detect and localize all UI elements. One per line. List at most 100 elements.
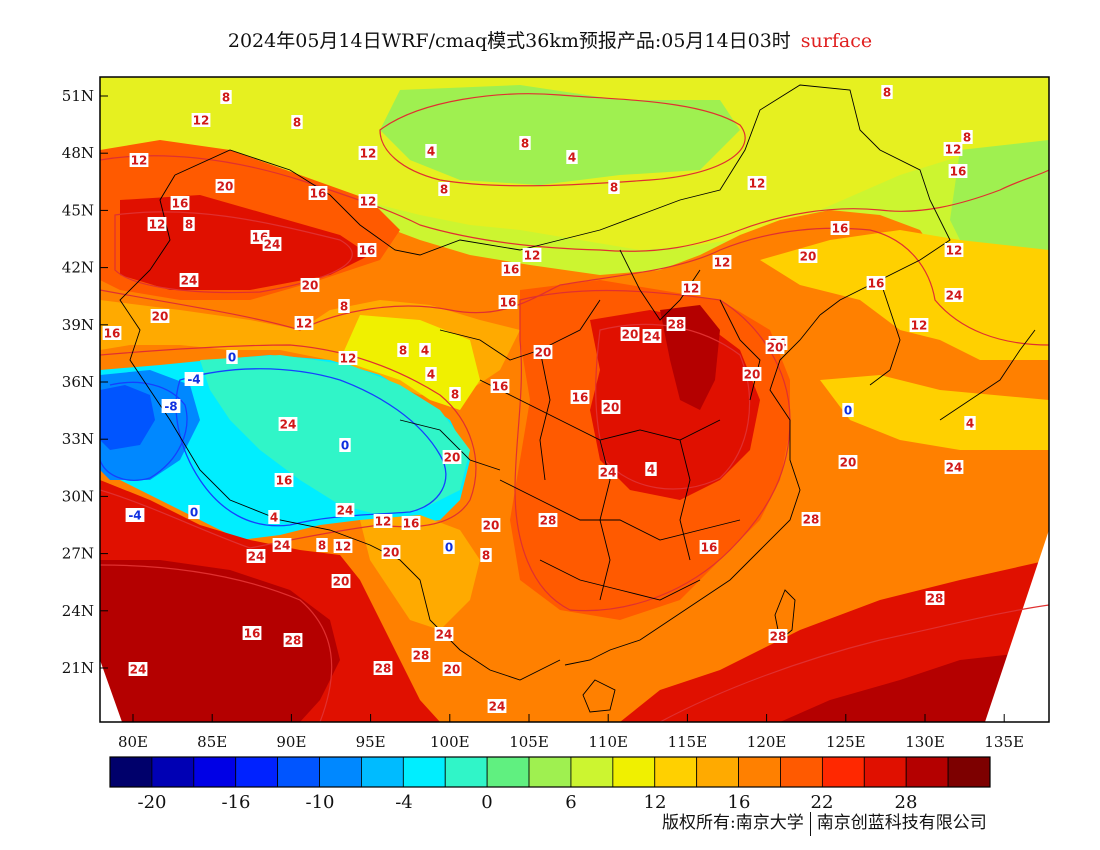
contour-label: 12: [524, 249, 541, 263]
colorbar-label: -4: [395, 792, 413, 813]
contour-label-bg: [801, 512, 821, 526]
contour-label-bg: [102, 326, 122, 340]
contour-label: 4: [427, 145, 435, 159]
hainan-outline: [582, 679, 616, 713]
contour-label-bg: [316, 538, 328, 552]
lon-tick-label: 90E: [276, 733, 306, 751]
contour-label-bg: [128, 662, 148, 676]
contour-label-bg: [125, 508, 145, 522]
contour-label-bg: [179, 273, 199, 287]
contour-label-bg: [487, 699, 507, 713]
japan-outline: [939, 329, 1036, 421]
contour-label-bg: [300, 278, 320, 292]
contour-label-bg: [443, 540, 455, 554]
contour-label: 12: [360, 147, 377, 161]
contour-line-28-sea: [659, 604, 1049, 722]
contour-label-bg: [866, 276, 886, 290]
korea-outline: [869, 279, 901, 386]
contour-label-bg: [742, 367, 762, 381]
contour-label-bg: [161, 399, 181, 413]
contour-label: 20: [535, 346, 552, 360]
contour-line-24-north: [114, 211, 353, 294]
contour-label: 12: [296, 317, 313, 331]
contour-label: 28: [770, 630, 787, 644]
contour-label-bg: [480, 548, 492, 562]
contour-label-bg: [570, 390, 590, 404]
contour-label: 28: [285, 634, 302, 648]
contour-label: 4: [427, 368, 435, 382]
contour-label-bg: [943, 142, 963, 156]
contour-label: 16: [503, 263, 520, 277]
contour-label: 16: [500, 296, 517, 310]
contour-label: 16: [244, 627, 261, 641]
contour-label: 8: [883, 86, 891, 100]
contour-label-bg: [215, 179, 235, 193]
contour-label: 28: [803, 513, 820, 527]
credit-separator: [809, 811, 811, 836]
contour-label-bg: [490, 379, 510, 393]
province-line-d: [539, 559, 701, 601]
contour-label: 4: [421, 344, 429, 358]
province-line-f: [679, 439, 691, 561]
contour-label: 8: [521, 137, 529, 151]
lon-tick-label: 105E: [509, 733, 549, 751]
contour-label-bg: [765, 340, 785, 354]
contour-line-20: [514, 289, 791, 612]
contour-label-bg: [481, 518, 501, 532]
colorbar-swatch: [947, 756, 991, 788]
domain-corner-right: [985, 530, 1049, 722]
contour-line-0: [175, 368, 447, 527]
contour-label-bg: [498, 295, 518, 309]
contour-label: 20: [333, 575, 350, 589]
contour-label-bg: [147, 217, 167, 231]
contour-label: 8: [293, 116, 301, 130]
contour-label-bg: [964, 416, 976, 430]
contour-label: 20: [603, 401, 620, 415]
contour-label: 20: [767, 341, 784, 355]
contour-label: 0: [228, 351, 236, 365]
lon-tick-label: 85E: [197, 733, 227, 751]
contour-label: 12: [945, 143, 962, 157]
contour-label-bg: [712, 255, 732, 269]
contour-label-bg: [294, 316, 314, 330]
colorbar-swatch: [738, 756, 781, 788]
lat-tick-label: 39N: [62, 316, 94, 334]
colorbar-swatch: [151, 756, 195, 788]
contour-label-bg: [909, 318, 929, 332]
contour-label-bg: [438, 182, 450, 196]
title-level: surface: [800, 30, 873, 52]
contour-label: 20: [383, 546, 400, 560]
contour-line-28-south: [100, 564, 333, 722]
contour-label: 24: [181, 274, 198, 288]
coastline: [564, 314, 821, 666]
contour-label-bg: [434, 627, 454, 641]
contour-line-8: [379, 93, 746, 187]
contour-label-bg: [262, 237, 282, 251]
colorbar-swatch: [612, 756, 656, 788]
field-plateau-yellow: [340, 315, 480, 410]
lon-tick-label: 100E: [430, 733, 470, 751]
contour-label: 16: [104, 327, 121, 341]
lon-tick-label: 110E: [588, 733, 628, 751]
contour-label: 28: [927, 592, 944, 606]
contour-label-bg: [449, 387, 461, 401]
colorbar-swatch: [863, 756, 907, 788]
contour-label: 24: [600, 466, 617, 480]
contour-label-bg: [519, 136, 531, 150]
contour-label: 20: [152, 310, 169, 324]
contour-label-bg: [331, 574, 351, 588]
province-line-a: [439, 299, 601, 361]
title-main: 2024年05月14日WRF/cmaq模式36km预报产品:05月14日03时: [227, 30, 791, 52]
contour-label: 12: [131, 154, 148, 168]
colorbar-label: -20: [138, 792, 167, 813]
contour-label: 16: [868, 277, 885, 291]
contour-label: 28: [540, 514, 557, 528]
colorbar-label: 12: [644, 792, 667, 813]
contour-label: 20: [744, 368, 761, 382]
colorbar-swatch: [654, 756, 698, 788]
contour-label: 16: [310, 187, 327, 201]
contour-label: 20: [444, 451, 461, 465]
contour-label: 0: [341, 439, 349, 453]
contour-label-bg: [226, 350, 238, 364]
contour-label-bg: [830, 221, 850, 235]
